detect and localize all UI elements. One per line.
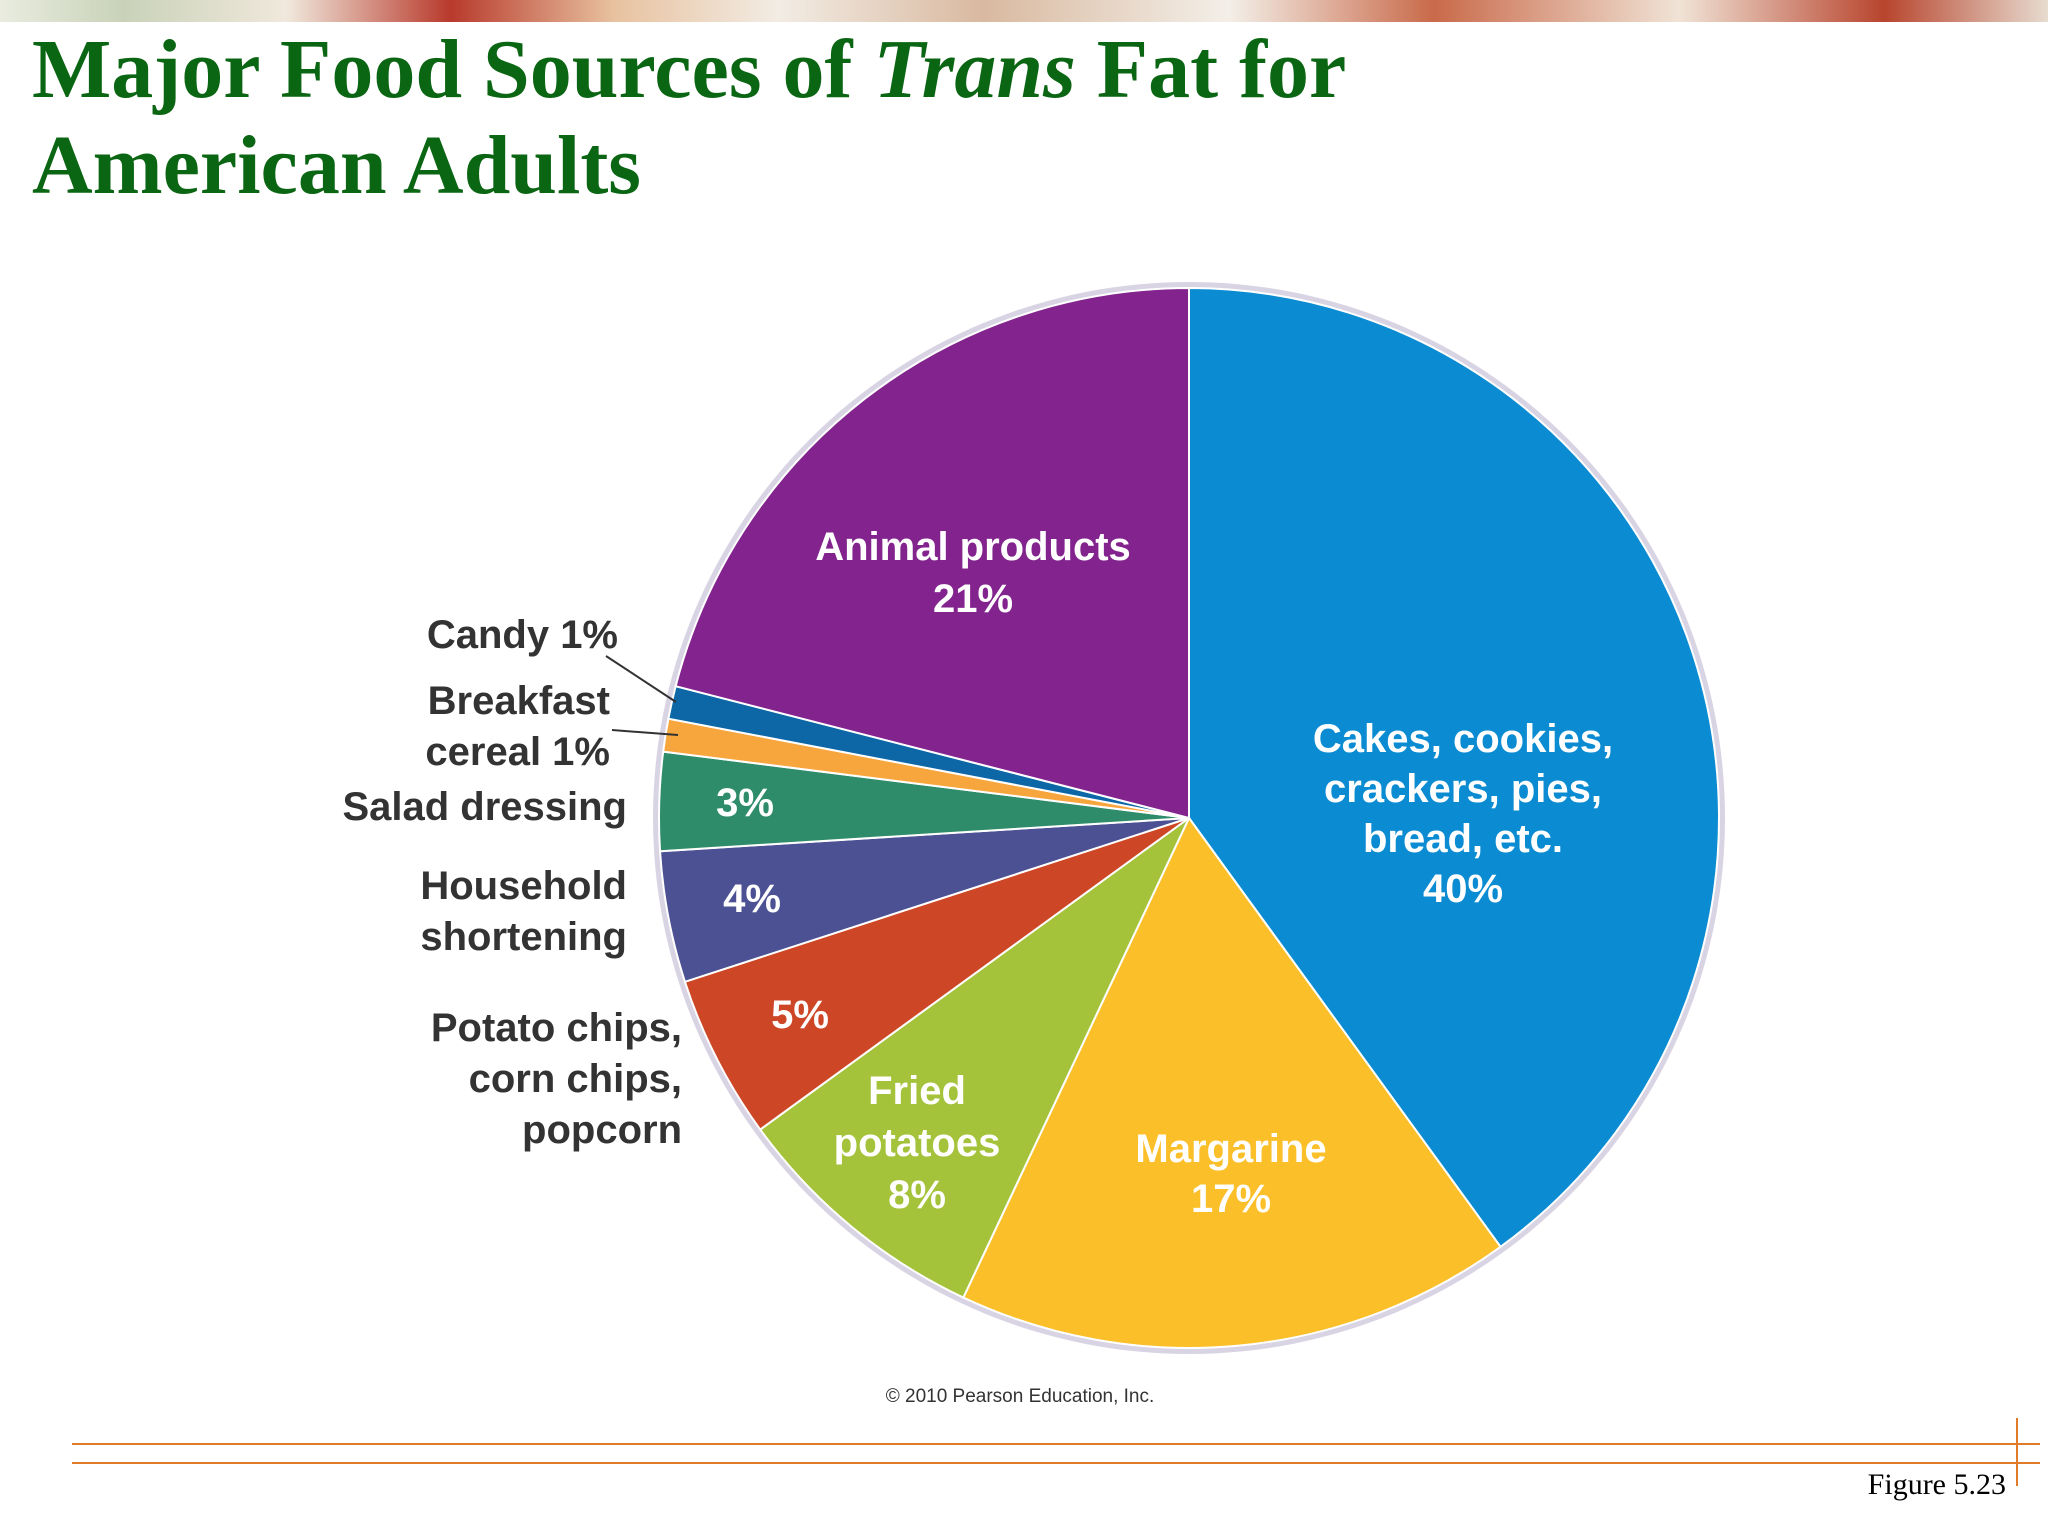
footer-rule-lower bbox=[72, 1462, 2040, 1464]
value-household-shortening: 4% bbox=[723, 877, 781, 921]
copyright-text: © 2010 Pearson Education, Inc. bbox=[885, 1386, 1155, 1407]
leader-breakfast-cereal bbox=[611, 729, 679, 736]
label-margarine: Margarine 17% bbox=[1135, 1127, 1326, 1221]
leader-candy bbox=[605, 655, 677, 703]
label-candy: Candy 1% bbox=[427, 613, 618, 657]
slice-animal-products bbox=[674, 286, 1190, 820]
label-potato-chips-corn-chips-popcorn: Potato chips, corn chips, popcorn bbox=[431, 1006, 682, 1152]
top-decorative-banner bbox=[0, 0, 2048, 22]
label-household-shortening: Household shortening bbox=[420, 864, 627, 959]
label-breakfast-cereal: Breakfast cereal 1% bbox=[425, 679, 610, 774]
page-title: Major Food Sources of Trans Fat for Amer… bbox=[32, 22, 1532, 214]
slice-fried-potatoes bbox=[758, 817, 1190, 1299]
footer-rule-tick bbox=[2016, 1418, 2018, 1486]
title-prefix: Major Food Sources of bbox=[32, 23, 874, 116]
label-fried-potatoes: Fried potatoes 8% bbox=[834, 1069, 1001, 1217]
figure-label: Figure 5.23 bbox=[1867, 1468, 2006, 1501]
value-potato-chips-corn-chips-popcorn: 5% bbox=[771, 993, 829, 1037]
title-italic: Trans bbox=[873, 23, 1076, 116]
label-salad-dressing: Salad dressing bbox=[342, 785, 627, 829]
label-cakes-cookies-crackers-pies-bread-etc: Cakes, cookies, crackers, pies, bread, etc… bbox=[1313, 717, 1613, 911]
title-suffix: Fat for American Adults bbox=[32, 23, 1345, 212]
value-salad-dressing: 3% bbox=[716, 781, 774, 825]
label-animal-products: Animal products 21% bbox=[815, 525, 1131, 621]
slice-margarine bbox=[962, 816, 1502, 1349]
slice-cakes-cookies-crackers-pies-bread-etc bbox=[1188, 286, 1720, 1249]
footer-rule-upper bbox=[72, 1443, 2040, 1445]
slice-potato-chips-corn-chips-popcorn bbox=[683, 817, 1190, 1131]
